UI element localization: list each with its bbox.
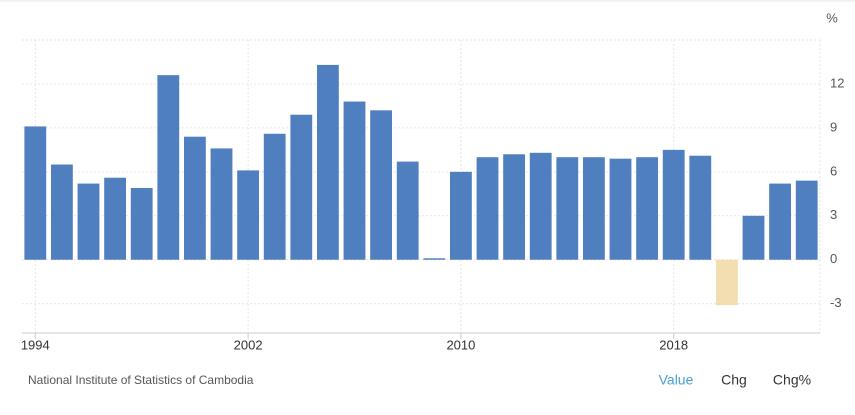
bar xyxy=(263,133,286,260)
bar xyxy=(503,154,526,260)
chg-button[interactable]: Chg xyxy=(721,372,747,388)
bar xyxy=(157,75,180,260)
y-tick-label: 6 xyxy=(830,163,837,178)
bar xyxy=(396,161,419,260)
bar xyxy=(582,157,605,260)
bar xyxy=(183,136,206,260)
bar xyxy=(609,158,632,260)
bar xyxy=(423,258,446,260)
bar xyxy=(290,114,313,260)
source: National Institute of Statistics of Camb… xyxy=(28,373,254,387)
x-tick-label: 2002 xyxy=(234,337,263,352)
y-tick-label: -3 xyxy=(830,295,842,310)
y-tick-label: 0 xyxy=(830,251,837,266)
bar xyxy=(795,180,818,260)
bar xyxy=(636,157,659,260)
bar xyxy=(529,152,552,260)
chg-pct-button[interactable]: Chg% xyxy=(773,372,811,388)
bar xyxy=(769,183,792,260)
bar xyxy=(316,64,339,260)
bar xyxy=(210,148,233,260)
bar xyxy=(343,101,366,260)
bar xyxy=(715,259,738,306)
bar xyxy=(742,215,765,260)
x-tick-label: 2010 xyxy=(446,337,475,352)
x-tick-label: 1994 xyxy=(21,337,50,352)
y-unit: % xyxy=(826,10,838,25)
bar xyxy=(370,110,393,260)
bar xyxy=(130,187,153,260)
bar xyxy=(556,157,579,260)
x-tick-label: 2018 xyxy=(659,337,688,352)
bar xyxy=(476,157,499,260)
bar xyxy=(50,164,73,260)
bar xyxy=(449,171,472,260)
bar xyxy=(689,155,712,260)
bar xyxy=(662,149,685,260)
y-tick-label: 3 xyxy=(830,207,837,222)
bar xyxy=(237,170,260,260)
bar xyxy=(104,177,127,260)
bar xyxy=(24,126,47,260)
value-button[interactable]: Value xyxy=(659,372,694,388)
bar xyxy=(77,183,100,260)
y-tick-label: 9 xyxy=(830,119,837,134)
y-tick-label: 12 xyxy=(830,75,844,90)
